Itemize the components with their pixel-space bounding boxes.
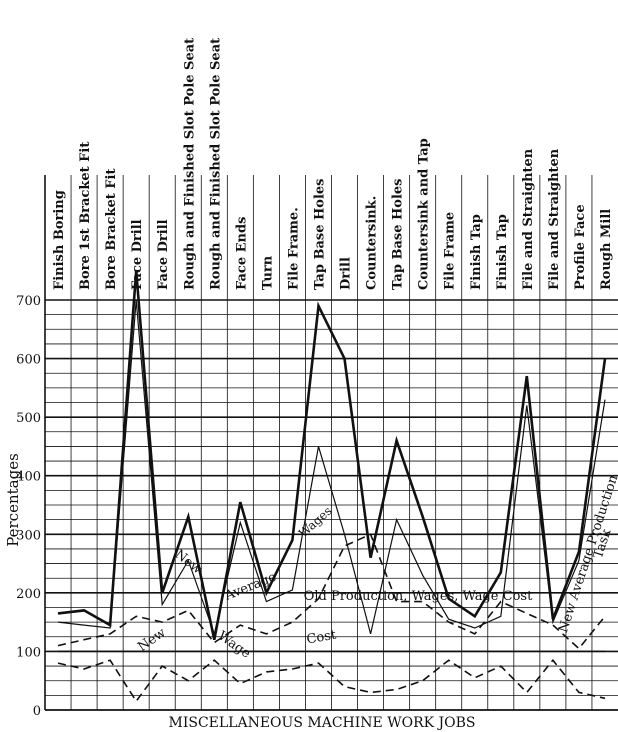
y-tick-label: 600 xyxy=(16,353,41,368)
category-label: Face Drill xyxy=(130,219,145,290)
category-label: Turn xyxy=(260,255,275,290)
category-label: Profile Face xyxy=(573,204,588,290)
series-lines xyxy=(57,270,607,703)
axes: 0 100 200 300 400 500 600 700 xyxy=(16,175,618,719)
series-line-2 xyxy=(57,533,606,650)
category-label: File and Straighten xyxy=(521,148,536,290)
category-label: Finish Boring xyxy=(52,190,67,290)
category-label: Finish Tap xyxy=(495,214,510,290)
y-tick-label: 300 xyxy=(16,528,41,543)
category-label: Tap Base Holes xyxy=(312,179,327,290)
category-label: Face Drill xyxy=(156,219,171,290)
grid xyxy=(45,175,618,711)
category-label: Countersink. xyxy=(365,196,380,290)
category-label: File Frame xyxy=(443,212,458,290)
category-label: Bore Bracket Fit xyxy=(104,169,119,290)
category-label: File and Straighten xyxy=(547,148,562,290)
y-tick-label: 200 xyxy=(16,587,41,602)
category-label: Drill xyxy=(339,257,354,290)
category-label: Finish Tap xyxy=(469,214,484,290)
y-tick-label: 400 xyxy=(16,470,41,485)
annotation-label: Old Production, Wages, Wage Cost xyxy=(304,589,533,604)
category-labels: Finish Boring Bore 1st Bracket Fit Bore Br… xyxy=(52,38,614,290)
y-tick-label: 0 xyxy=(33,704,41,719)
series-line-4 xyxy=(57,658,606,703)
category-label: Countersink and Tap xyxy=(417,138,432,290)
annotation-label: Wage xyxy=(215,629,253,662)
category-label: Face Ends xyxy=(234,217,249,290)
category-label: Rough Mill xyxy=(599,209,614,290)
y-tick-label: 100 xyxy=(16,645,41,660)
category-label: Bore 1st Bracket Fit xyxy=(78,142,93,290)
annotation-label: New xyxy=(135,625,168,655)
annotation-label: Average xyxy=(222,570,279,605)
y-axis-title: Percentages xyxy=(4,453,22,547)
category-label: Rough and Finished Slot Pole Seat xyxy=(182,38,197,290)
y-tick-label: 500 xyxy=(16,411,41,426)
series-line-0 xyxy=(57,270,607,640)
category-label: Rough and Finished Slot Pole Seat xyxy=(208,38,223,290)
annotation-label: Cost xyxy=(305,627,338,647)
y-tick-label: 700 xyxy=(16,294,41,309)
series-line-1 xyxy=(57,299,606,637)
category-label: File Frame. xyxy=(286,207,301,290)
x-axis-title: MISCELLANEOUS MACHINE WORK JOBS xyxy=(169,715,476,731)
category-label: Tap Base Holes xyxy=(391,179,406,290)
